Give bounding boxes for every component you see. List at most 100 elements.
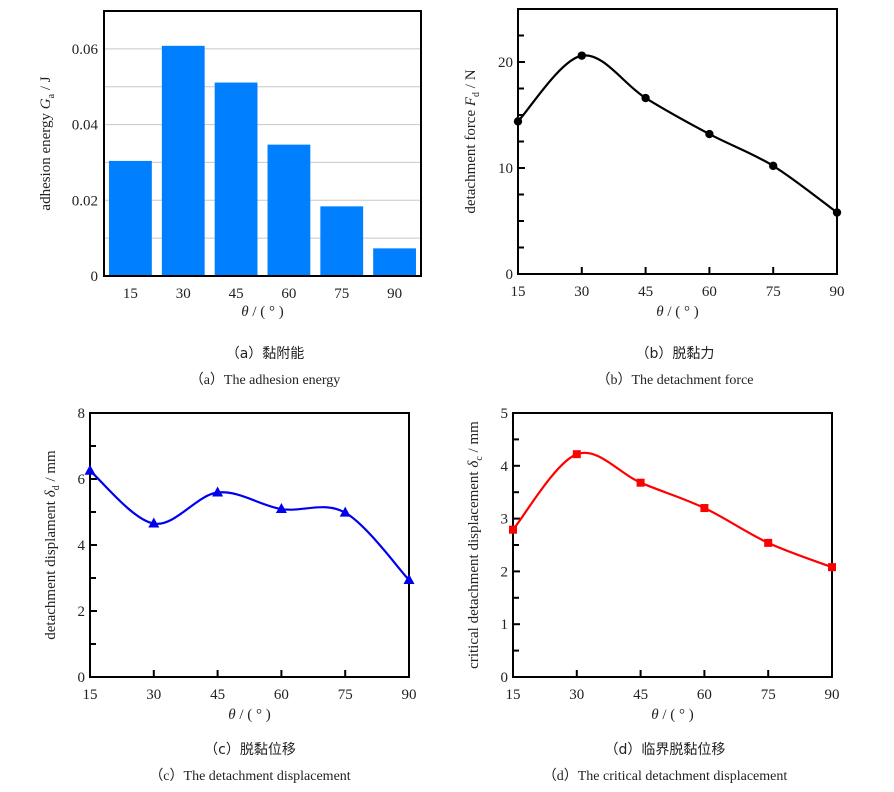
caption-b-en: （b）The detachment force [596,373,754,388]
x-axis-title-unit: / ( ° ) [236,707,271,723]
bar [373,248,416,276]
data-point [148,517,160,528]
x-tick-label: 90 [830,284,845,300]
caption-c: （c）脱黏位移 （c）The detachment displacement [85,739,415,785]
y-tick-label: 6 [78,472,86,488]
y-axis-title: detachment displament δd / mm [43,450,62,640]
data-point [577,51,586,60]
x-tick-label: 30 [146,687,161,703]
caption-d-en: （d）The critical detachment displacement [542,769,788,784]
series-line [517,54,838,214]
x-tick-label: 75 [338,687,353,703]
y-axis-title-unit: / J [38,76,54,94]
y-tick-label: 1 [501,617,509,633]
bar [267,144,311,276]
y-axis-title: adhesion energy Ga / J [38,76,57,210]
x-tick-label: 60 [274,687,289,703]
x-tick-label: 45 [633,687,648,703]
y-axis-title-symbol: δ [466,460,482,468]
y-axis-title-text: detachment displament [43,497,59,639]
x-tick-label: 45 [210,687,225,703]
caption-b-cn: （b）脱黏力 [635,346,715,362]
data-point [705,129,714,139]
bar [161,45,205,277]
y-tick-label: 5 [501,406,509,422]
x-tick-label: 75 [761,687,776,703]
data-point [513,117,523,126]
caption-a: （a）黏附能 （a）The adhesion energy [100,343,430,389]
x-axis-title-symbol: θ [228,707,236,723]
y-axis-title-unit: / mm [466,421,482,456]
y-axis-title-subscript: c [474,456,485,461]
data-point [509,525,517,534]
y-tick-label: 10 [498,161,513,177]
series-line [512,451,833,569]
x-tick-label: 30 [574,284,589,300]
y-tick-label: 4 [78,538,86,554]
y-tick-label: 0 [506,267,514,283]
y-axis-title-symbol: δ [43,489,59,497]
x-axis-title-symbol: θ [651,707,659,723]
data-point [769,161,778,171]
y-axis-title-text: detachment force [463,106,479,213]
x-tick-label: 45 [229,286,244,302]
x-tick-label: 15 [511,284,526,300]
data-point [339,506,351,517]
bar [214,82,258,276]
y-axis-title-symbol: G [38,98,54,109]
y-tick-label: 0.06 [72,42,99,58]
y-axis-title-text: adhesion energy [38,109,54,210]
x-tick-label: 90 [825,687,840,703]
x-tick-label: 60 [697,687,712,703]
y-axis-title: detachment force Fd / N [463,69,482,213]
caption-c-cn: （c）脱黏位移 [204,742,296,758]
y-tick-label: 0 [91,269,99,285]
bar [320,206,364,276]
y-axis-title-unit: / N [463,69,479,92]
data-point [275,503,287,514]
x-tick-label: 90 [387,286,402,302]
y-tick-label: 4 [501,459,509,475]
plot-frame [512,412,833,678]
x-tick-label: 75 [766,284,781,300]
data-point [700,504,709,513]
y-tick-label: 2 [501,564,509,580]
y-axis-title-text: critical detachment displacement [466,468,482,669]
x-tick-label: 90 [402,687,417,703]
x-axis-title: θ / ( ° ) [228,707,271,723]
series-line [89,469,410,581]
caption-b: （b）脱黏力 （b）The detachment force [510,343,840,389]
caption-c-en: （c）The detachment displacement [149,769,351,784]
data-point [403,573,415,584]
x-tick-label: 15 [123,286,138,302]
y-axis-title-subscript: d [471,92,482,97]
caption-a-cn: （a）黏附能 [225,346,305,362]
data-point [832,208,842,217]
data-point [572,450,581,459]
x-axis-title-unit: / ( ° ) [249,304,284,320]
plot-frame [103,10,422,277]
x-axis-title-unit: / ( ° ) [664,304,699,320]
x-axis-title-unit: / ( ° ) [659,707,694,723]
x-tick-label: 15 [83,687,98,703]
x-axis-title-symbol: θ [656,304,664,320]
x-axis-title: θ / ( ° ) [651,707,694,723]
y-tick-label: 20 [498,55,513,71]
data-point [641,93,650,103]
y-tick-label: 0 [501,670,509,686]
y-tick-label: 0.02 [72,193,98,209]
bar [109,160,152,276]
x-tick-label: 15 [506,687,521,703]
y-axis-title-subscript: a [46,93,57,98]
caption-a-en: （a）The adhesion energy [189,373,341,388]
x-tick-label: 75 [334,286,349,302]
x-tick-label: 30 [569,687,584,703]
data-point [212,486,224,497]
x-tick-label: 30 [176,286,191,302]
x-axis-title-symbol: θ [241,304,249,320]
x-axis-title: θ / ( ° ) [656,304,699,320]
